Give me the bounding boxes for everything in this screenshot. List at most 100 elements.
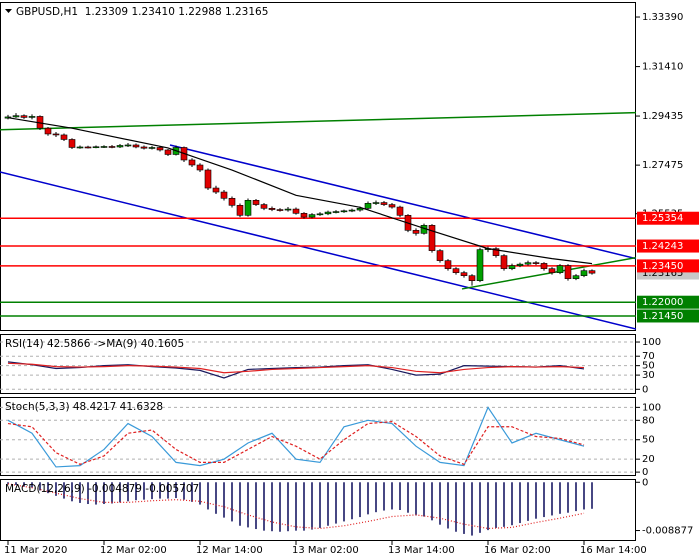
macd-bar xyxy=(423,482,425,517)
macd-bar xyxy=(103,482,105,505)
candle-body xyxy=(212,187,220,193)
trend-line xyxy=(169,144,636,260)
panel-header: Stoch(5,3,3) 48.4217 41.6328 xyxy=(5,401,163,413)
candle-body xyxy=(356,208,364,211)
y-tick-label: 1.29435 xyxy=(642,111,683,122)
macd-bar xyxy=(199,482,201,505)
y-tick-label: 50 xyxy=(642,361,655,372)
macd-bar xyxy=(479,482,481,533)
macd-bar xyxy=(39,482,41,491)
macd-bar xyxy=(63,482,65,499)
plot-area xyxy=(7,482,593,536)
trend-line xyxy=(0,111,636,131)
candle-body xyxy=(220,191,228,199)
macd-bar xyxy=(175,482,177,499)
indicator-line xyxy=(7,361,585,379)
y-tick-label: 1.31410 xyxy=(642,62,683,73)
macd-bar xyxy=(255,482,257,530)
candle-body xyxy=(388,204,396,208)
macd-bar xyxy=(303,482,305,531)
current-price-label: 1.23165 xyxy=(642,268,683,279)
candle-body xyxy=(252,200,260,205)
macd-bar xyxy=(431,482,433,521)
macd-bar xyxy=(279,482,281,532)
y-tick-label: 1.33390 xyxy=(642,12,683,23)
candle-body xyxy=(588,270,596,274)
trend-line xyxy=(461,256,636,290)
macd-bar xyxy=(487,482,489,531)
macd-bar xyxy=(271,482,273,532)
macd-bar xyxy=(447,482,449,529)
candle-body xyxy=(396,206,404,216)
macd-bar xyxy=(439,482,441,525)
macd-bar xyxy=(415,482,417,516)
candle-body xyxy=(20,115,28,118)
macd-bar xyxy=(79,482,81,503)
candle-body xyxy=(140,146,148,149)
y-tick-label: 30 xyxy=(642,370,655,381)
candle-body xyxy=(572,275,580,279)
macd-bar xyxy=(111,482,113,504)
moving-average xyxy=(7,117,593,265)
candle-body xyxy=(500,255,508,269)
candle-body xyxy=(292,208,300,214)
macd-bar xyxy=(47,482,49,494)
candle-body xyxy=(476,249,484,281)
macd-bar xyxy=(223,482,225,518)
candle-body xyxy=(76,146,84,149)
indicator-line xyxy=(7,420,585,466)
macd-bar xyxy=(231,482,233,522)
candle-body xyxy=(372,202,380,204)
macd-bar xyxy=(471,482,473,536)
macd-bar xyxy=(559,482,561,514)
y-tick-label: 0 xyxy=(642,467,648,478)
x-tick-label: 11 Mar 2020 xyxy=(4,545,67,556)
macd-bar xyxy=(455,482,457,532)
candle-body xyxy=(44,127,52,135)
level-label-box xyxy=(637,211,699,225)
y-tick-label: 0 xyxy=(642,477,648,488)
macd-bar xyxy=(31,482,33,488)
macd-bar xyxy=(15,482,17,485)
candle-body xyxy=(364,203,372,209)
macd-bar xyxy=(391,482,393,510)
candle-body xyxy=(164,149,172,155)
macd-bar xyxy=(311,482,313,530)
candle-body xyxy=(444,260,452,269)
x-tick-label: 13 Mar 14:00 xyxy=(388,545,455,556)
level-label: 1.25354 xyxy=(642,213,683,224)
macd-bar xyxy=(287,482,289,532)
candle-body xyxy=(436,250,444,261)
macd-bar xyxy=(503,482,505,527)
candle-body xyxy=(68,139,76,148)
candle-body xyxy=(412,230,420,234)
macd-bar xyxy=(343,482,345,522)
candle-body xyxy=(12,115,20,118)
y-tick-label: 100 xyxy=(642,402,661,413)
macd-bar xyxy=(95,482,97,505)
macd-bar xyxy=(151,482,153,500)
macd-bar xyxy=(383,482,385,511)
x-tick-label: 16 Mar 14:00 xyxy=(580,545,647,556)
macd-bar xyxy=(263,482,265,531)
candle-body xyxy=(492,248,500,256)
candle-body xyxy=(260,204,268,209)
macd-bar xyxy=(143,482,145,500)
level-label-box xyxy=(637,295,699,309)
candle-body xyxy=(308,214,316,218)
indicator-line xyxy=(7,362,585,374)
y-tick-label: 70 xyxy=(642,351,655,362)
candle-body xyxy=(108,146,116,148)
macd-bar xyxy=(23,482,25,487)
candle-body xyxy=(84,146,92,149)
plot-area xyxy=(0,111,636,330)
candle-body xyxy=(524,262,532,265)
macd-bar xyxy=(367,482,369,515)
y-tick-label: 80 xyxy=(642,415,655,426)
indicator-line xyxy=(7,406,585,468)
plot-area xyxy=(0,341,636,390)
macd-bar xyxy=(591,482,593,509)
macd-bar xyxy=(407,482,409,513)
candle-body xyxy=(132,144,140,148)
